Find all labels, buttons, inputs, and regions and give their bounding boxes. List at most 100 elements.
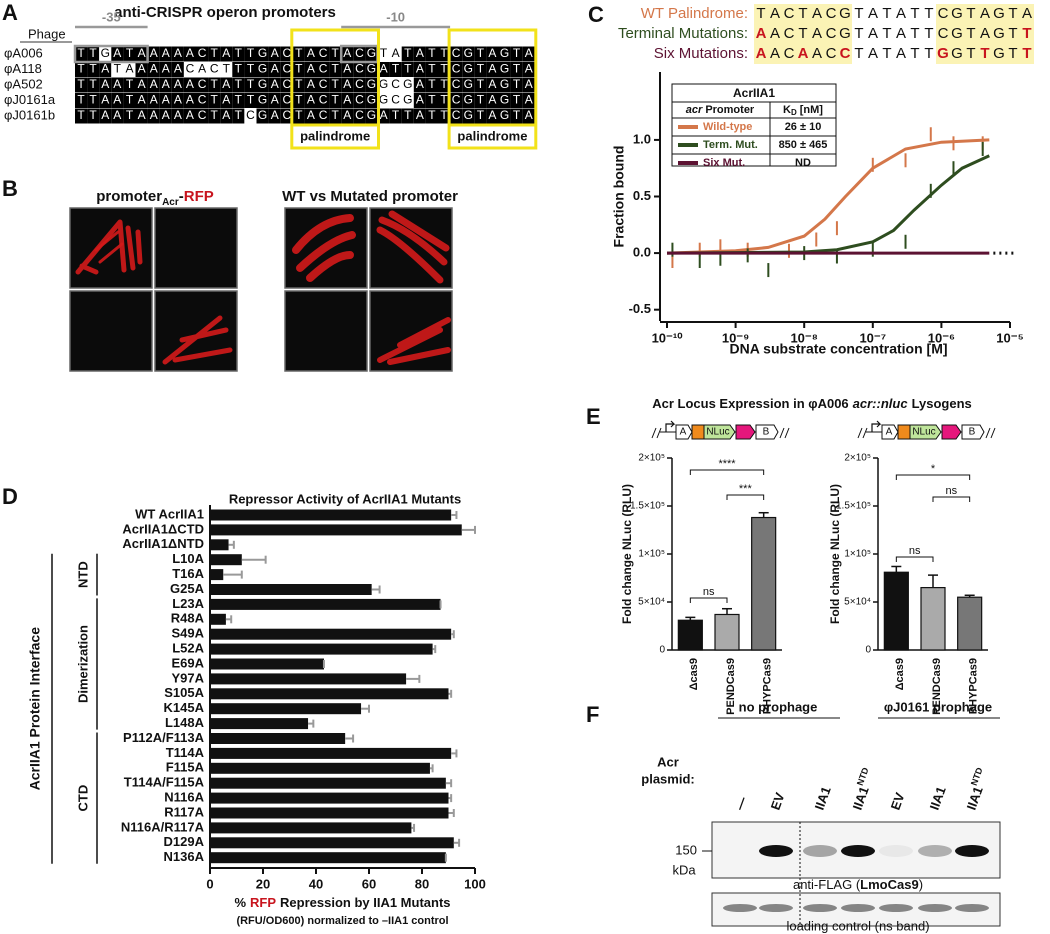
x-tick-label: 10⁻⁷	[859, 330, 886, 345]
base-cell	[462, 62, 475, 77]
base-cell	[171, 46, 184, 62]
bar	[920, 586, 946, 651]
sequence-label: WT Palindrome:	[641, 5, 748, 22]
category-label: F115A	[166, 760, 205, 775]
image-tile	[154, 207, 238, 289]
panel-title: anti-CRISPR operon promoters	[114, 4, 336, 21]
base-cell	[171, 108, 184, 124]
palindrome-highlight	[754, 24, 852, 44]
base-cell	[111, 108, 124, 124]
error-bar	[448, 689, 453, 698]
y-tick-label: 0	[659, 645, 665, 656]
panel-title-part: promoter	[96, 188, 162, 205]
base-cell	[498, 108, 511, 124]
base-cell	[208, 77, 221, 93]
base-cell	[413, 46, 426, 62]
base-cell	[522, 62, 535, 77]
error-bar	[241, 555, 267, 564]
panel-title-part: acr::nluc	[853, 396, 909, 411]
bar	[210, 509, 452, 521]
base-cell	[389, 46, 402, 62]
base-cell	[353, 93, 366, 108]
base-cell	[183, 93, 196, 108]
error-bar	[445, 779, 453, 788]
base-cell	[159, 108, 172, 124]
base-cell	[292, 93, 305, 108]
significance-label: ns	[909, 545, 921, 557]
y-tick-label: 1.5×10⁵	[630, 501, 665, 512]
blot-band	[879, 904, 913, 912]
significance-label: ns	[703, 586, 715, 598]
base-cell	[220, 108, 233, 124]
base-cell	[256, 46, 269, 62]
error-bar	[453, 838, 461, 847]
base-cell	[244, 77, 257, 93]
bar	[210, 807, 449, 819]
base-cell	[123, 77, 136, 93]
box-label: -10	[386, 9, 405, 24]
base-cell	[268, 77, 281, 93]
base-cell	[522, 77, 535, 93]
bar	[210, 777, 446, 789]
base-cell	[147, 93, 160, 108]
base-cell	[196, 46, 209, 62]
category-label: R117A	[164, 804, 204, 819]
bar	[210, 822, 412, 834]
panel-title-part: Acr	[162, 197, 179, 208]
significance-bracket	[895, 474, 971, 480]
blot-label: loading control (ns band)	[786, 918, 929, 933]
legend-header-part: [nM]	[800, 104, 824, 116]
base-cell	[329, 62, 342, 77]
significance-label: ns	[946, 485, 958, 497]
base-cell	[486, 62, 499, 77]
base-cell	[280, 108, 293, 124]
group-label: Dimerization	[75, 625, 90, 703]
base-cell	[425, 93, 438, 108]
base-cell	[425, 62, 438, 77]
base-cell	[317, 46, 330, 62]
colony-streak	[162, 315, 233, 365]
base-cell	[183, 62, 196, 77]
base-cell	[353, 62, 366, 77]
lane-label: EV	[768, 790, 788, 812]
error-bar	[448, 809, 455, 817]
gene-pink	[941, 424, 962, 440]
lane-label-part: IIA1	[927, 785, 949, 813]
bar	[210, 837, 454, 849]
legend-header-part: acr	[686, 104, 703, 116]
phage-name: φJ0161a	[4, 92, 56, 107]
blot-band	[803, 845, 837, 857]
x-tick-label: 10⁻⁵	[996, 330, 1023, 345]
category-label: R48A	[171, 611, 205, 626]
base-cell	[450, 46, 463, 62]
base-cell	[510, 62, 523, 77]
base-cell	[510, 77, 523, 93]
base-cell	[341, 62, 354, 77]
base-cell	[522, 46, 535, 62]
group-title: AcrIIA1 Protein Interface	[27, 627, 43, 791]
base-cell	[365, 93, 378, 108]
base-cell	[474, 46, 487, 62]
base-cell	[123, 108, 136, 124]
lane-label-sup: NTD	[969, 766, 985, 787]
gene-b	[755, 424, 779, 440]
dna-end	[985, 427, 996, 439]
base-cell	[75, 77, 88, 93]
y-tick-label: 2×10⁵	[844, 453, 871, 464]
base-cell	[365, 46, 378, 62]
base-cell	[159, 62, 172, 77]
blot-band	[759, 845, 793, 857]
base-cell	[208, 108, 221, 124]
fit-curve	[666, 154, 990, 255]
error-bar	[891, 565, 902, 573]
colony-streak	[377, 317, 451, 365]
significance-bracket	[689, 597, 728, 603]
gene-label: A	[886, 427, 893, 438]
base-cell	[377, 77, 390, 93]
base-cell	[147, 108, 160, 124]
x-tick-label: Δcas9	[688, 658, 700, 690]
base-cell	[147, 77, 160, 93]
error-bar	[429, 764, 434, 773]
